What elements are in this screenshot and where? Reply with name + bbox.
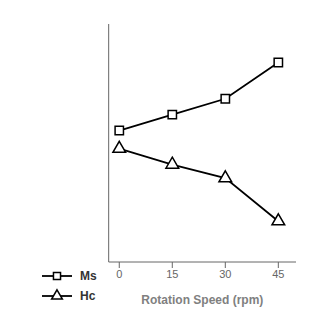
svg-text:15: 15 — [166, 268, 178, 280]
svg-text:45: 45 — [272, 268, 284, 280]
svg-text:30: 30 — [219, 268, 231, 280]
html-text:Ms: Ms — [80, 269, 97, 283]
html-text:Hc: Hc — [80, 289, 96, 303]
svg-text:0: 0 — [116, 268, 122, 280]
svg-text:Rotation Speed (rpm): Rotation Speed (rpm) — [141, 293, 263, 307]
